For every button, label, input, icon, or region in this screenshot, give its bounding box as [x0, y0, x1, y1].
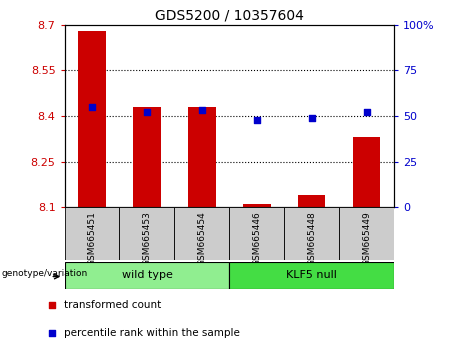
Text: GSM665446: GSM665446 — [252, 211, 261, 266]
Text: GSM665453: GSM665453 — [142, 211, 152, 266]
Text: percentile rank within the sample: percentile rank within the sample — [65, 328, 240, 338]
Bar — [284, 207, 339, 260]
Point — [48, 302, 56, 308]
Bar — [229, 207, 284, 260]
Bar — [353, 137, 380, 207]
Bar — [298, 195, 325, 207]
Bar — [243, 204, 271, 207]
Text: GSM665448: GSM665448 — [307, 211, 316, 266]
Point — [253, 117, 260, 122]
Bar — [133, 107, 161, 207]
Title: GDS5200 / 10357604: GDS5200 / 10357604 — [155, 8, 304, 22]
Point — [89, 104, 96, 110]
Point — [198, 108, 206, 113]
Bar — [78, 31, 106, 207]
Bar — [188, 107, 216, 207]
Bar — [174, 207, 229, 260]
Text: KLF5 null: KLF5 null — [286, 270, 337, 280]
Bar — [119, 207, 174, 260]
Point — [143, 109, 151, 115]
Bar — [339, 207, 394, 260]
Text: transformed count: transformed count — [65, 300, 162, 310]
Text: wild type: wild type — [122, 270, 172, 280]
Bar — [65, 207, 119, 260]
Text: genotype/variation: genotype/variation — [1, 269, 88, 278]
Text: GSM665454: GSM665454 — [197, 211, 207, 266]
Point — [308, 115, 315, 121]
Bar — [229, 262, 394, 289]
Text: GSM665449: GSM665449 — [362, 211, 371, 266]
Point — [48, 330, 56, 336]
Text: GSM665451: GSM665451 — [88, 211, 96, 266]
Bar — [65, 262, 229, 289]
Point — [363, 109, 370, 115]
